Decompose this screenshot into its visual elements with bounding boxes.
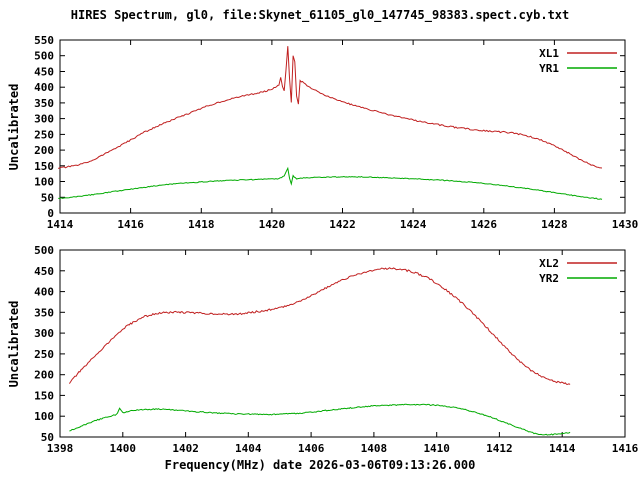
svg-text:1410: 1410 — [423, 442, 450, 455]
svg-text:YR1: YR1 — [539, 62, 559, 75]
svg-text:400: 400 — [34, 81, 54, 94]
svg-text:350: 350 — [34, 97, 54, 110]
svg-text:350: 350 — [34, 306, 54, 319]
svg-text:1402: 1402 — [172, 442, 199, 455]
svg-text:1424: 1424 — [400, 218, 427, 231]
svg-text:YR2: YR2 — [539, 272, 559, 285]
svg-text:50: 50 — [41, 431, 54, 444]
svg-text:1404: 1404 — [235, 442, 262, 455]
svg-text:250: 250 — [34, 128, 54, 141]
svg-text:0: 0 — [47, 207, 54, 220]
svg-text:300: 300 — [34, 327, 54, 340]
svg-text:1426: 1426 — [471, 218, 498, 231]
svg-text:400: 400 — [34, 286, 54, 299]
svg-text:550: 550 — [34, 34, 54, 47]
svg-text:50: 50 — [41, 191, 54, 204]
svg-text:1398: 1398 — [47, 442, 74, 455]
svg-text:200: 200 — [34, 369, 54, 382]
svg-text:1422: 1422 — [329, 218, 356, 231]
svg-text:1416: 1416 — [612, 442, 639, 455]
svg-text:500: 500 — [34, 50, 54, 63]
svg-text:1430: 1430 — [612, 218, 639, 231]
svg-text:250: 250 — [34, 348, 54, 361]
svg-text:XL2: XL2 — [539, 257, 559, 270]
svg-text:1428: 1428 — [541, 218, 568, 231]
svg-text:150: 150 — [34, 160, 54, 173]
svg-text:1420: 1420 — [259, 218, 286, 231]
svg-text:1406: 1406 — [298, 442, 325, 455]
svg-text:150: 150 — [34, 389, 54, 402]
chart-title: HIRES Spectrum, gl0, file:Skynet_61105_g… — [70, 8, 570, 22]
svg-text:500: 500 — [34, 244, 54, 257]
svg-text:1416: 1416 — [117, 218, 144, 231]
svg-text:1418: 1418 — [188, 218, 215, 231]
svg-text:100: 100 — [34, 410, 54, 423]
svg-text:1400: 1400 — [110, 442, 137, 455]
y-axis-label-bottom-panel: Uncalibrated — [7, 300, 21, 388]
svg-text:100: 100 — [34, 176, 54, 189]
svg-text:1412: 1412 — [486, 442, 513, 455]
y-axis-label-top-panel: Uncalibrated — [7, 83, 21, 171]
svg-text:1414: 1414 — [47, 218, 74, 231]
svg-text:300: 300 — [34, 113, 54, 126]
svg-text:XL1: XL1 — [539, 47, 559, 60]
svg-text:1414: 1414 — [549, 442, 576, 455]
svg-text:450: 450 — [34, 265, 54, 278]
svg-text:200: 200 — [34, 144, 54, 157]
svg-text:1408: 1408 — [361, 442, 388, 455]
x-axis-label: Frequency(MHz) date 2026-03-06T09:13:26.… — [164, 458, 476, 472]
svg-text:450: 450 — [34, 66, 54, 79]
